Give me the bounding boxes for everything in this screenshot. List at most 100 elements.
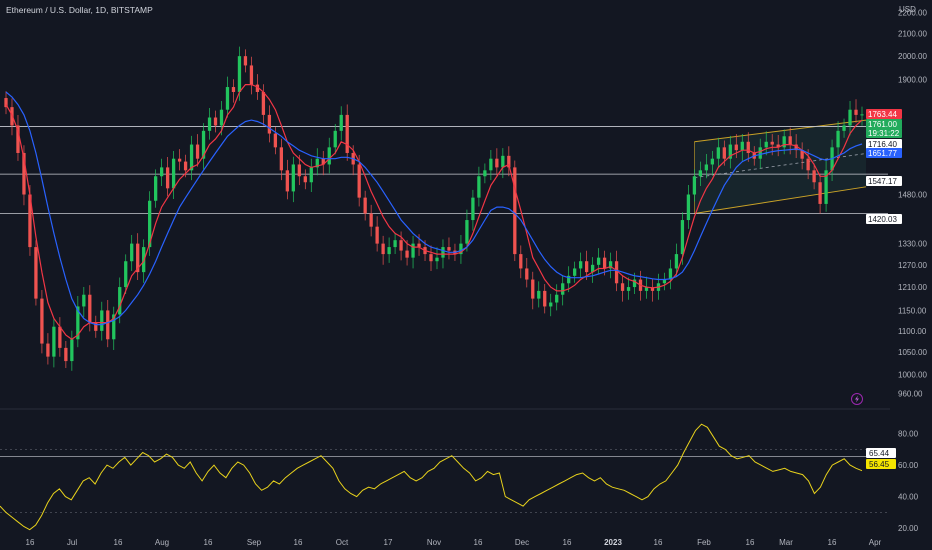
candle-body[interactable] [315, 158, 319, 168]
candle-body[interactable] [363, 197, 367, 214]
candle-body[interactable] [471, 197, 475, 221]
candle-body[interactable] [285, 170, 289, 192]
candle-body[interactable] [273, 133, 278, 148]
candle-body[interactable] [836, 130, 840, 148]
candle-body[interactable] [70, 339, 74, 362]
candle-body[interactable] [130, 243, 134, 262]
candle-body[interactable] [507, 155, 511, 168]
candle-body[interactable] [339, 114, 343, 131]
candle-body[interactable] [255, 84, 260, 92]
candle-body[interactable] [405, 250, 409, 258]
candle-body[interactable] [680, 220, 685, 255]
candle-body[interactable] [183, 161, 188, 171]
candle-body[interactable] [435, 257, 439, 262]
candle-body[interactable] [189, 144, 194, 171]
candle-body[interactable] [537, 290, 541, 299]
candle-body[interactable] [824, 170, 828, 204]
candle-body[interactable] [549, 302, 553, 307]
candle-body[interactable] [561, 283, 565, 295]
candle-body[interactable] [76, 306, 80, 340]
candle-body[interactable] [447, 247, 451, 251]
candle-body[interactable] [237, 56, 242, 92]
candle-body[interactable] [848, 109, 852, 126]
candle-body[interactable] [818, 182, 822, 204]
candle-body[interactable] [243, 56, 248, 66]
candle-body[interactable] [393, 240, 397, 248]
candle-body[interactable] [297, 164, 301, 177]
candle-body[interactable] [219, 109, 224, 126]
candle-body[interactable] [764, 141, 768, 148]
candle-body[interactable] [614, 261, 619, 284]
candle-body[interactable] [40, 298, 44, 344]
candle-body[interactable] [46, 343, 50, 357]
rsi-line[interactable] [0, 423, 863, 531]
candle-body[interactable] [106, 310, 110, 340]
candle-body[interactable] [369, 213, 373, 227]
candle-body[interactable] [154, 176, 158, 201]
candle-body[interactable] [596, 257, 601, 265]
candle-body[interactable] [345, 114, 349, 153]
slow-moving-average-line[interactable] [5, 91, 863, 326]
candle-body[interactable] [124, 261, 128, 288]
candle-body[interactable] [177, 158, 182, 162]
candle-body[interactable] [662, 279, 667, 284]
candle-body[interactable] [674, 254, 679, 269]
candle-body[interactable] [195, 144, 200, 159]
candle-body[interactable] [495, 158, 499, 168]
candle-body[interactable] [644, 287, 649, 291]
candle-body[interactable] [776, 144, 780, 148]
candle-body[interactable] [249, 65, 254, 85]
candle-body[interactable] [746, 141, 750, 153]
candle-body[interactable] [303, 176, 307, 183]
candle-body[interactable] [399, 240, 403, 251]
candle-body[interactable] [52, 326, 56, 357]
candle-body[interactable] [519, 254, 523, 269]
candle-body[interactable] [16, 125, 20, 153]
candle-body[interactable] [94, 322, 98, 331]
candle-body[interactable] [531, 279, 535, 299]
candle-body[interactable] [728, 144, 732, 159]
candle-body[interactable] [704, 164, 709, 171]
candle-body[interactable] [28, 194, 32, 248]
candle-body[interactable] [501, 155, 505, 168]
candle-body[interactable] [465, 220, 469, 244]
channel-lower-line[interactable] [694, 186, 867, 215]
candle-body[interactable] [668, 268, 673, 280]
candle-body[interactable] [555, 294, 559, 303]
candle-body[interactable] [590, 264, 595, 273]
candle-body[interactable] [650, 287, 655, 291]
candle-body[interactable] [806, 158, 810, 171]
candle-body[interactable] [782, 136, 786, 148]
candle-body[interactable] [375, 226, 379, 244]
candle-body[interactable] [112, 314, 116, 340]
candle-body[interactable] [459, 243, 463, 255]
candle-body[interactable] [279, 147, 284, 171]
candle-body[interactable] [698, 170, 703, 177]
candle-body[interactable] [710, 158, 714, 165]
candle-body[interactable] [100, 310, 104, 331]
candle-body[interactable] [267, 114, 272, 134]
candle-body[interactable] [740, 141, 744, 151]
candle-body[interactable] [579, 261, 583, 269]
candle-body[interactable] [812, 170, 816, 183]
candle-body[interactable] [794, 144, 798, 151]
candle-body[interactable] [225, 87, 230, 110]
candle-body[interactable] [854, 109, 858, 115]
candle-body[interactable] [626, 287, 631, 291]
candle-body[interactable] [118, 287, 122, 315]
candle-body[interactable] [608, 261, 613, 269]
candle-body[interactable] [417, 243, 421, 248]
candle-body[interactable] [321, 158, 325, 165]
candle-body[interactable] [201, 130, 206, 159]
candle-body[interactable] [261, 91, 266, 115]
candle-body[interactable] [309, 167, 313, 183]
lightning-icon[interactable] [851, 393, 863, 405]
candle-body[interactable] [22, 152, 26, 195]
candle-body[interactable] [441, 247, 445, 258]
candle-body[interactable] [58, 326, 62, 348]
candle-body[interactable] [411, 243, 415, 258]
candle-body[interactable] [567, 275, 571, 284]
candle-body[interactable] [573, 268, 577, 276]
candle-body[interactable] [291, 164, 295, 192]
